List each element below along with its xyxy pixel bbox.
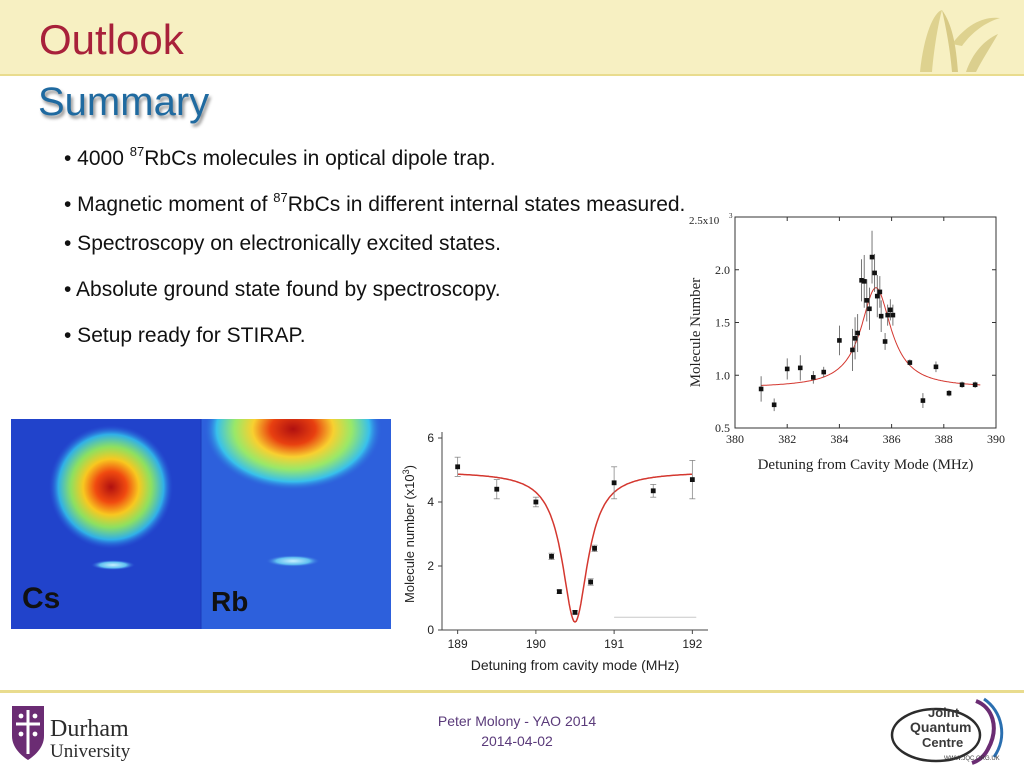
x-tick-label: 189 (448, 637, 468, 651)
x-tick-label: 384 (830, 432, 848, 446)
joint-quantum-centre-logo: Joint Quantum Centre WWW.JQC.ORG.UK (890, 697, 1004, 765)
dip-spectrum-svg: 189 190 191 192 0 2 4 6 Detuning from cavity mod… (401, 431, 708, 673)
jqc-centre: Centre (922, 735, 963, 750)
x-tick-label: 191 (604, 637, 624, 651)
y-tick-label: 0 (427, 623, 434, 637)
x-tick-label: 190 (526, 637, 546, 651)
x-tick-label: 382 (778, 432, 796, 446)
y-multiplier-exponent: 3 (729, 212, 733, 220)
bullet-list: • 4000 87RbCs molecules in optical dipol… (64, 140, 864, 370)
y-tick-label: 6 (427, 431, 434, 445)
y-tick-label: 2 (427, 559, 434, 573)
data-point (572, 610, 578, 615)
x-axis-label: Detuning from cavity mode (MHz) (471, 657, 680, 673)
data-point (861, 279, 867, 284)
data-point (882, 339, 888, 344)
data-point (758, 386, 764, 392)
y-tick-label: 1.0 (715, 368, 730, 382)
y-tick-label: 4 (427, 495, 434, 509)
data-point (588, 579, 594, 585)
y-axis-label: Molecule number (x103) (401, 465, 417, 603)
data-point (869, 254, 875, 260)
jqc-joint: Joint (928, 705, 960, 720)
x-tick-label: 380 (726, 432, 744, 446)
plot-frame (734, 216, 997, 429)
data-point (864, 298, 870, 303)
fit-curve (761, 287, 981, 386)
y-tick-label: 0.5 (715, 421, 730, 435)
data-point (959, 382, 965, 388)
y-axis-label: Molecule Number (688, 278, 704, 388)
data-point (885, 312, 890, 318)
data-point (650, 488, 656, 494)
jqc-url: WWW.JQC.ORG.UK (944, 756, 1000, 762)
x-axis-label: Detuning from Cavity Mode (MHz) (758, 457, 974, 473)
absorption-images (11, 419, 391, 629)
data-point (455, 464, 461, 470)
cs-label: Cs (22, 582, 61, 615)
data-point (933, 364, 939, 370)
bullet-item: • Setup ready for STIRAP. (64, 324, 306, 347)
data-point (549, 554, 554, 559)
durham-wordmark: Durham (50, 716, 129, 742)
data-point (689, 477, 695, 482)
data-point (907, 360, 913, 365)
data-point (878, 313, 884, 319)
cavity-spectrum-svg: 380 382 384 386 388 390 0.5 1.0 1.5 2.0 2.5x10 3 Det… (688, 212, 1005, 473)
data-point (850, 347, 855, 353)
footer-line (0, 690, 1024, 693)
x-tick-label: 390 (987, 432, 1005, 446)
university-wordmark: University (50, 741, 131, 762)
data-point (611, 480, 617, 486)
data-point (920, 398, 926, 403)
data-point (872, 270, 877, 276)
x-tick-label: 192 (682, 637, 702, 651)
header-band (0, 0, 1024, 76)
data-point (877, 289, 883, 295)
data-point (797, 365, 803, 371)
data-point (556, 589, 562, 594)
y-tick-label: 1.5 (715, 316, 730, 330)
data-point (855, 330, 860, 336)
y-tick-label: 2.0 (715, 263, 730, 277)
x-tick-label: 388 (935, 432, 953, 446)
data-point (592, 546, 597, 551)
bullet-item: • Magnetic moment of 87RbCs in different… (64, 190, 686, 216)
slide-subtitle: Summary (38, 80, 210, 124)
data-point (867, 306, 872, 312)
data-point (821, 369, 827, 375)
data-point (494, 486, 500, 492)
data-point (771, 402, 777, 408)
yao-corner-logo (920, 10, 1000, 72)
data-point (811, 375, 816, 380)
rb-label: Rb (211, 586, 249, 617)
data-point (859, 278, 864, 283)
cavity-spectrum-chart: 380 382 384 386 388 390 0.5 1.0 1.5 2.0 2.5x10 3 Det… (680, 205, 1014, 480)
data-point (533, 499, 539, 505)
data-point (837, 338, 842, 343)
dip-spectrum-chart: 189 190 191 192 0 2 4 6 Detuning from cavity mod… (400, 420, 716, 678)
data-point (874, 293, 880, 299)
data-point (946, 390, 952, 396)
bullet-item: • Spectroscopy on electronically excited… (64, 232, 501, 255)
durham-university-logo: Durham University (12, 706, 131, 762)
bullet-item: • Absolute ground state found by spectro… (64, 278, 501, 301)
y-multiplier-label: 2.5x10 (689, 215, 720, 227)
data-point (972, 382, 978, 388)
data-point (852, 336, 858, 341)
bullet-item: • 4000 87RbCs molecules in optical dipol… (64, 144, 496, 170)
slide-title: Outlook (39, 16, 184, 63)
data-point (887, 307, 893, 313)
jqc-quantum: Quantum (910, 719, 971, 735)
fit-curve (457, 473, 693, 623)
x-tick-label: 386 (883, 432, 901, 446)
footer-author: Peter Molony - YAO 2014 (437, 713, 597, 729)
data-point (890, 312, 896, 318)
data-point (784, 366, 790, 372)
footer-date: 2014-04-02 (481, 733, 553, 749)
